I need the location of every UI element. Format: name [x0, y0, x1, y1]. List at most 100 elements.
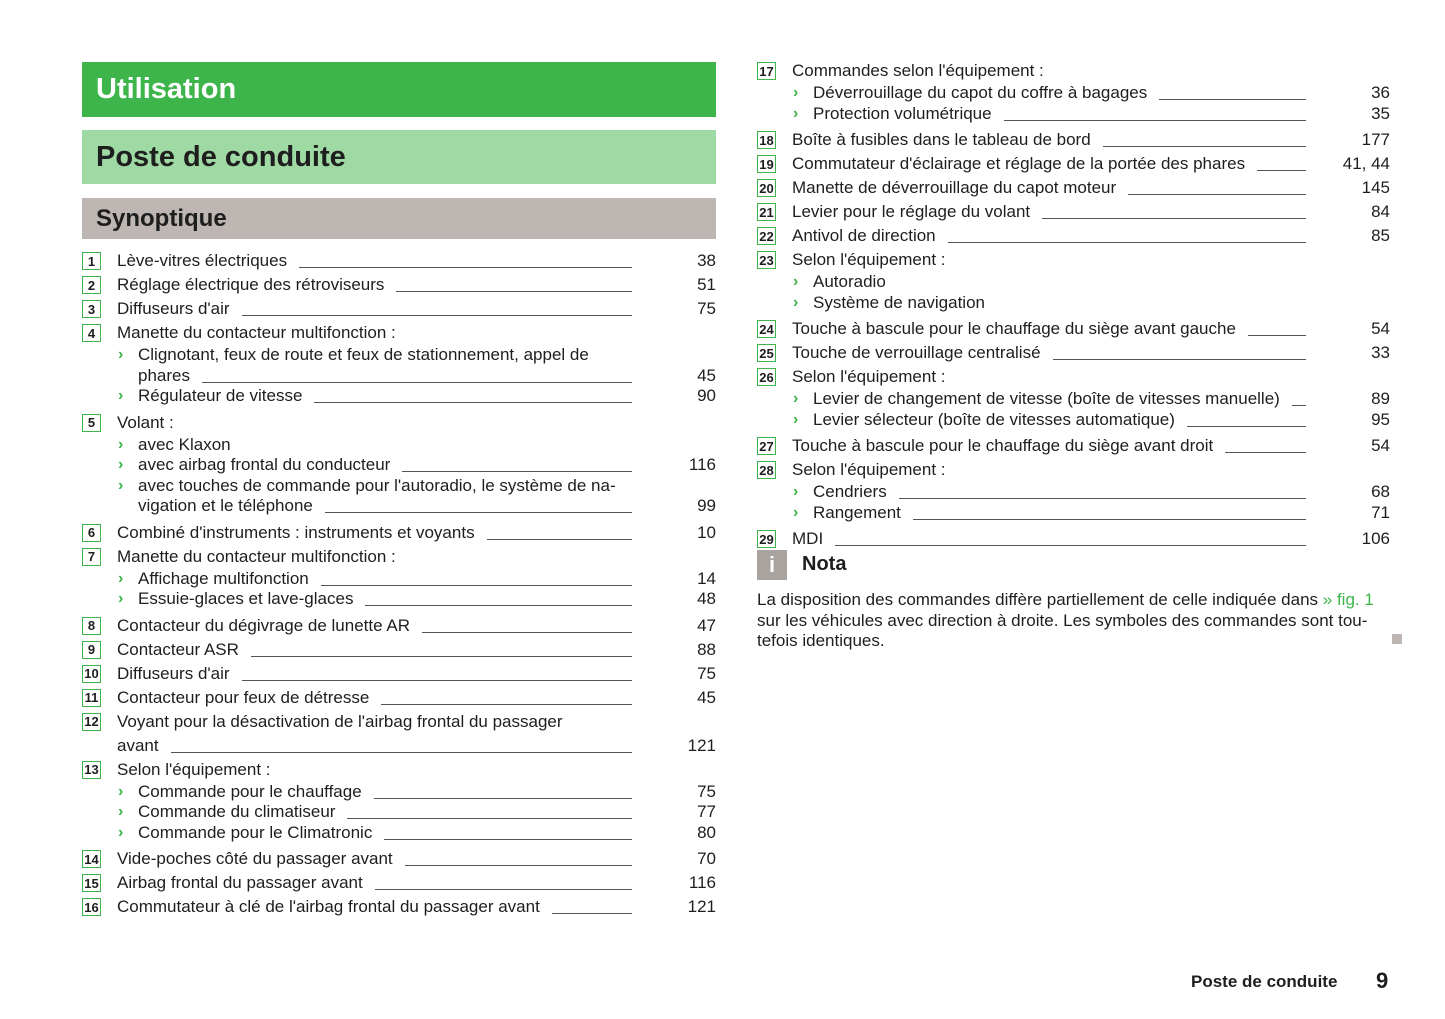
page-reference[interactable]: 68: [1371, 482, 1390, 502]
page-reference[interactable]: 45: [697, 365, 716, 385]
item-text-wrap: Réglage électrique des rétroviseurs: [117, 275, 632, 295]
item-number-badge: 2: [82, 276, 101, 294]
sub-item-label: avec airbag frontal du conducteur: [138, 455, 391, 475]
page-reference[interactable]: 106: [1361, 529, 1390, 548]
chevron-right-icon: ›: [793, 503, 799, 521]
page-reference[interactable]: 116: [688, 455, 716, 475]
page-reference[interactable]: 10: [697, 522, 716, 542]
list-item: 7 Manette du contacteur multifonction :: [82, 545, 716, 569]
sub-item-label: Commande pour le Climatronic: [138, 822, 373, 842]
item-label: Selon l'équipement :: [792, 460, 946, 479]
page-reference[interactable]: 38: [697, 251, 716, 270]
page-reference[interactable]: 71: [1371, 502, 1390, 522]
item-number-badge: 10: [82, 664, 101, 683]
page-reference[interactable]: 89: [1371, 389, 1390, 409]
page-reference[interactable]: 14: [697, 568, 716, 588]
page-reference[interactable]: 54: [1371, 319, 1390, 338]
fig-link[interactable]: » fig. 1: [1322, 590, 1374, 609]
item-text-wrap: Levier pour le réglage du volant: [792, 202, 1306, 222]
item-text-wrap: MDI: [792, 529, 1306, 549]
item-number-badge: 21: [757, 203, 776, 221]
item-label: Airbag frontal du passager avant: [117, 873, 363, 892]
item-number-badge: 22: [757, 227, 776, 245]
sub-list-item: › 36 Déverrouillage du capot du coffre à b…: [757, 83, 1390, 104]
list-item: 26 Selon l'équipement :: [757, 365, 1390, 389]
sub-list-item: › 35 Protection volumétrique: [757, 104, 1390, 125]
item-text-wrap: Commande pour le Climatronic: [138, 823, 632, 843]
sub-item-label: phares: [138, 365, 190, 385]
sub-item-label: Autoradio: [813, 272, 886, 292]
leader-line: [1257, 170, 1306, 171]
sub-item-label: Cendriers: [813, 482, 887, 502]
leader-line: [1102, 146, 1306, 147]
page-reference[interactable]: 88: [697, 639, 716, 659]
page-reference[interactable]: 48: [697, 589, 716, 609]
item-text-wrap: Manette du contacteur multifonction :: [117, 547, 632, 567]
nota-text: La disposition des commandes diffère par…: [757, 590, 1397, 652]
item-text-wrap: Régulateur de vitesse: [138, 386, 632, 406]
item-label: Manette de déverrouillage du capot moteu…: [792, 178, 1117, 197]
item-text-wrap: Airbag frontal du passager avant: [117, 873, 632, 893]
list-item: 17 Commandes selon l'équipement :: [757, 59, 1390, 83]
page-reference[interactable]: 121: [687, 897, 716, 916]
sub-list-item: › 90 Régulateur de vitesse: [82, 386, 716, 407]
leader-line: [1225, 452, 1306, 453]
chevron-right-icon: ›: [793, 273, 799, 291]
item-label: Selon l'équipement :: [117, 759, 271, 779]
item-text-wrap: avec Klaxon: [138, 435, 632, 455]
item-number-badge: 1: [82, 252, 101, 270]
page-reference[interactable]: 85: [1371, 226, 1390, 245]
page-reference[interactable]: 77: [697, 802, 716, 822]
sub-item-label: Système de navigation: [813, 292, 985, 312]
leader-line: [314, 402, 632, 404]
item-label: Touche à bascule pour le chauffage du si…: [792, 319, 1236, 338]
page-reference[interactable]: 47: [697, 615, 716, 635]
page-reference[interactable]: 84: [1371, 202, 1390, 221]
sub-list-item: › 68 Cendriers: [757, 482, 1390, 503]
page-reference[interactable]: 51: [697, 275, 716, 294]
leader-line: [324, 512, 632, 514]
page-reference[interactable]: 41, 44: [1342, 154, 1390, 173]
page-reference[interactable]: 70: [697, 849, 716, 868]
page-reference[interactable]: 121: [687, 735, 716, 755]
item-text-wrap: Selon l'équipement :: [792, 367, 1306, 387]
page-reference[interactable]: 80: [697, 822, 716, 842]
page-reference[interactable]: 36: [1371, 83, 1390, 103]
page-reference[interactable]: 54: [1371, 436, 1390, 455]
chevron-right-icon: ›: [118, 476, 124, 494]
page-reference[interactable]: 99: [697, 496, 716, 516]
page-reference[interactable]: 33: [1371, 343, 1390, 362]
leader-line: [347, 818, 632, 820]
page-reference[interactable]: 75: [697, 663, 716, 683]
page-reference[interactable]: 95: [1371, 409, 1390, 429]
list-item: 23 Selon l'équipement :: [757, 248, 1390, 272]
item-text-wrap: Protection volumétrique: [813, 104, 1306, 124]
list-item: 10 75 Diffuseurs d'air: [82, 662, 716, 686]
leader-line: [374, 889, 632, 890]
page-reference[interactable]: 177: [1361, 130, 1390, 149]
page-reference[interactable]: 75: [697, 299, 716, 318]
item-number-badge: 12: [82, 712, 101, 731]
page-reference[interactable]: 145: [1361, 178, 1390, 197]
page-reference[interactable]: 75: [697, 781, 716, 801]
page-reference[interactable]: 116: [688, 873, 716, 892]
end-of-section-marker: [1392, 634, 1402, 644]
item-number-badge: 11: [82, 688, 101, 707]
item-number-badge: 14: [82, 850, 101, 868]
item-label: Volant :: [117, 412, 174, 432]
list-item: 20 145 Manette de déverrouillage du capot …: [757, 176, 1390, 200]
sub-item-label: Protection volumétrique: [813, 103, 992, 123]
item-label: Réglage électrique des rétroviseurs: [117, 275, 385, 294]
page-reference[interactable]: 45: [697, 687, 716, 707]
chevron-right-icon: ›: [793, 483, 799, 501]
page-reference[interactable]: 35: [1371, 103, 1390, 123]
page-reference[interactable]: 90: [697, 386, 716, 406]
item-label: Commutateur à clé de l'airbag frontal du…: [117, 897, 540, 916]
leader-line: [1128, 194, 1306, 195]
sub-list-item: › 80 Commande pour le Climatronic: [82, 823, 716, 844]
chevron-right-icon: ›: [793, 293, 799, 311]
item-label: Diffuseurs d'air: [117, 299, 230, 318]
chevron-right-icon: ›: [793, 84, 799, 102]
sub-list-item: › avec Klaxon: [82, 435, 716, 456]
section-title: Poste de conduite: [82, 130, 716, 184]
